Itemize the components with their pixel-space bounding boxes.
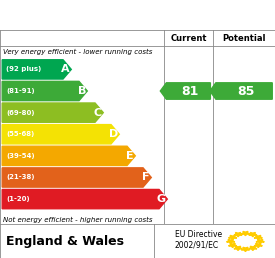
Polygon shape <box>234 246 242 251</box>
Polygon shape <box>249 232 257 237</box>
Polygon shape <box>2 103 103 122</box>
Polygon shape <box>241 231 249 236</box>
Text: (1-20): (1-20) <box>6 196 30 202</box>
Polygon shape <box>254 235 262 240</box>
Polygon shape <box>210 83 272 99</box>
Text: E: E <box>126 151 134 161</box>
Text: (21-38): (21-38) <box>6 174 35 181</box>
Text: B: B <box>78 86 86 96</box>
Text: (81-91): (81-91) <box>6 88 35 94</box>
Polygon shape <box>227 239 235 244</box>
Polygon shape <box>2 60 71 79</box>
Polygon shape <box>2 168 151 187</box>
Text: D: D <box>109 129 118 139</box>
Text: A: A <box>61 64 70 74</box>
Polygon shape <box>241 247 249 252</box>
Polygon shape <box>160 83 210 99</box>
Text: F: F <box>142 173 150 182</box>
Polygon shape <box>229 235 237 240</box>
Text: Energy Efficiency Rating: Energy Efficiency Rating <box>6 8 197 22</box>
Text: 85: 85 <box>237 85 254 98</box>
Text: EU Directive
2002/91/EC: EU Directive 2002/91/EC <box>175 230 222 249</box>
Text: Current: Current <box>170 34 207 43</box>
Polygon shape <box>256 239 264 244</box>
Text: 81: 81 <box>181 85 199 98</box>
Polygon shape <box>2 189 167 209</box>
Text: (69-80): (69-80) <box>6 110 35 116</box>
Polygon shape <box>2 146 135 165</box>
Text: Very energy efficient - lower running costs: Very energy efficient - lower running co… <box>3 49 152 55</box>
Polygon shape <box>2 125 119 144</box>
Polygon shape <box>2 81 87 101</box>
Polygon shape <box>254 243 262 247</box>
Polygon shape <box>229 243 237 247</box>
Polygon shape <box>234 232 242 237</box>
Polygon shape <box>249 246 257 251</box>
Text: C: C <box>94 108 102 118</box>
Text: England & Wales: England & Wales <box>6 235 123 248</box>
Text: Potential: Potential <box>222 34 266 43</box>
Text: (39-54): (39-54) <box>6 153 35 159</box>
Text: G: G <box>157 194 166 204</box>
Text: (92 plus): (92 plus) <box>6 66 42 72</box>
Text: Not energy efficient - higher running costs: Not energy efficient - higher running co… <box>3 217 152 223</box>
Text: (55-68): (55-68) <box>6 131 35 137</box>
